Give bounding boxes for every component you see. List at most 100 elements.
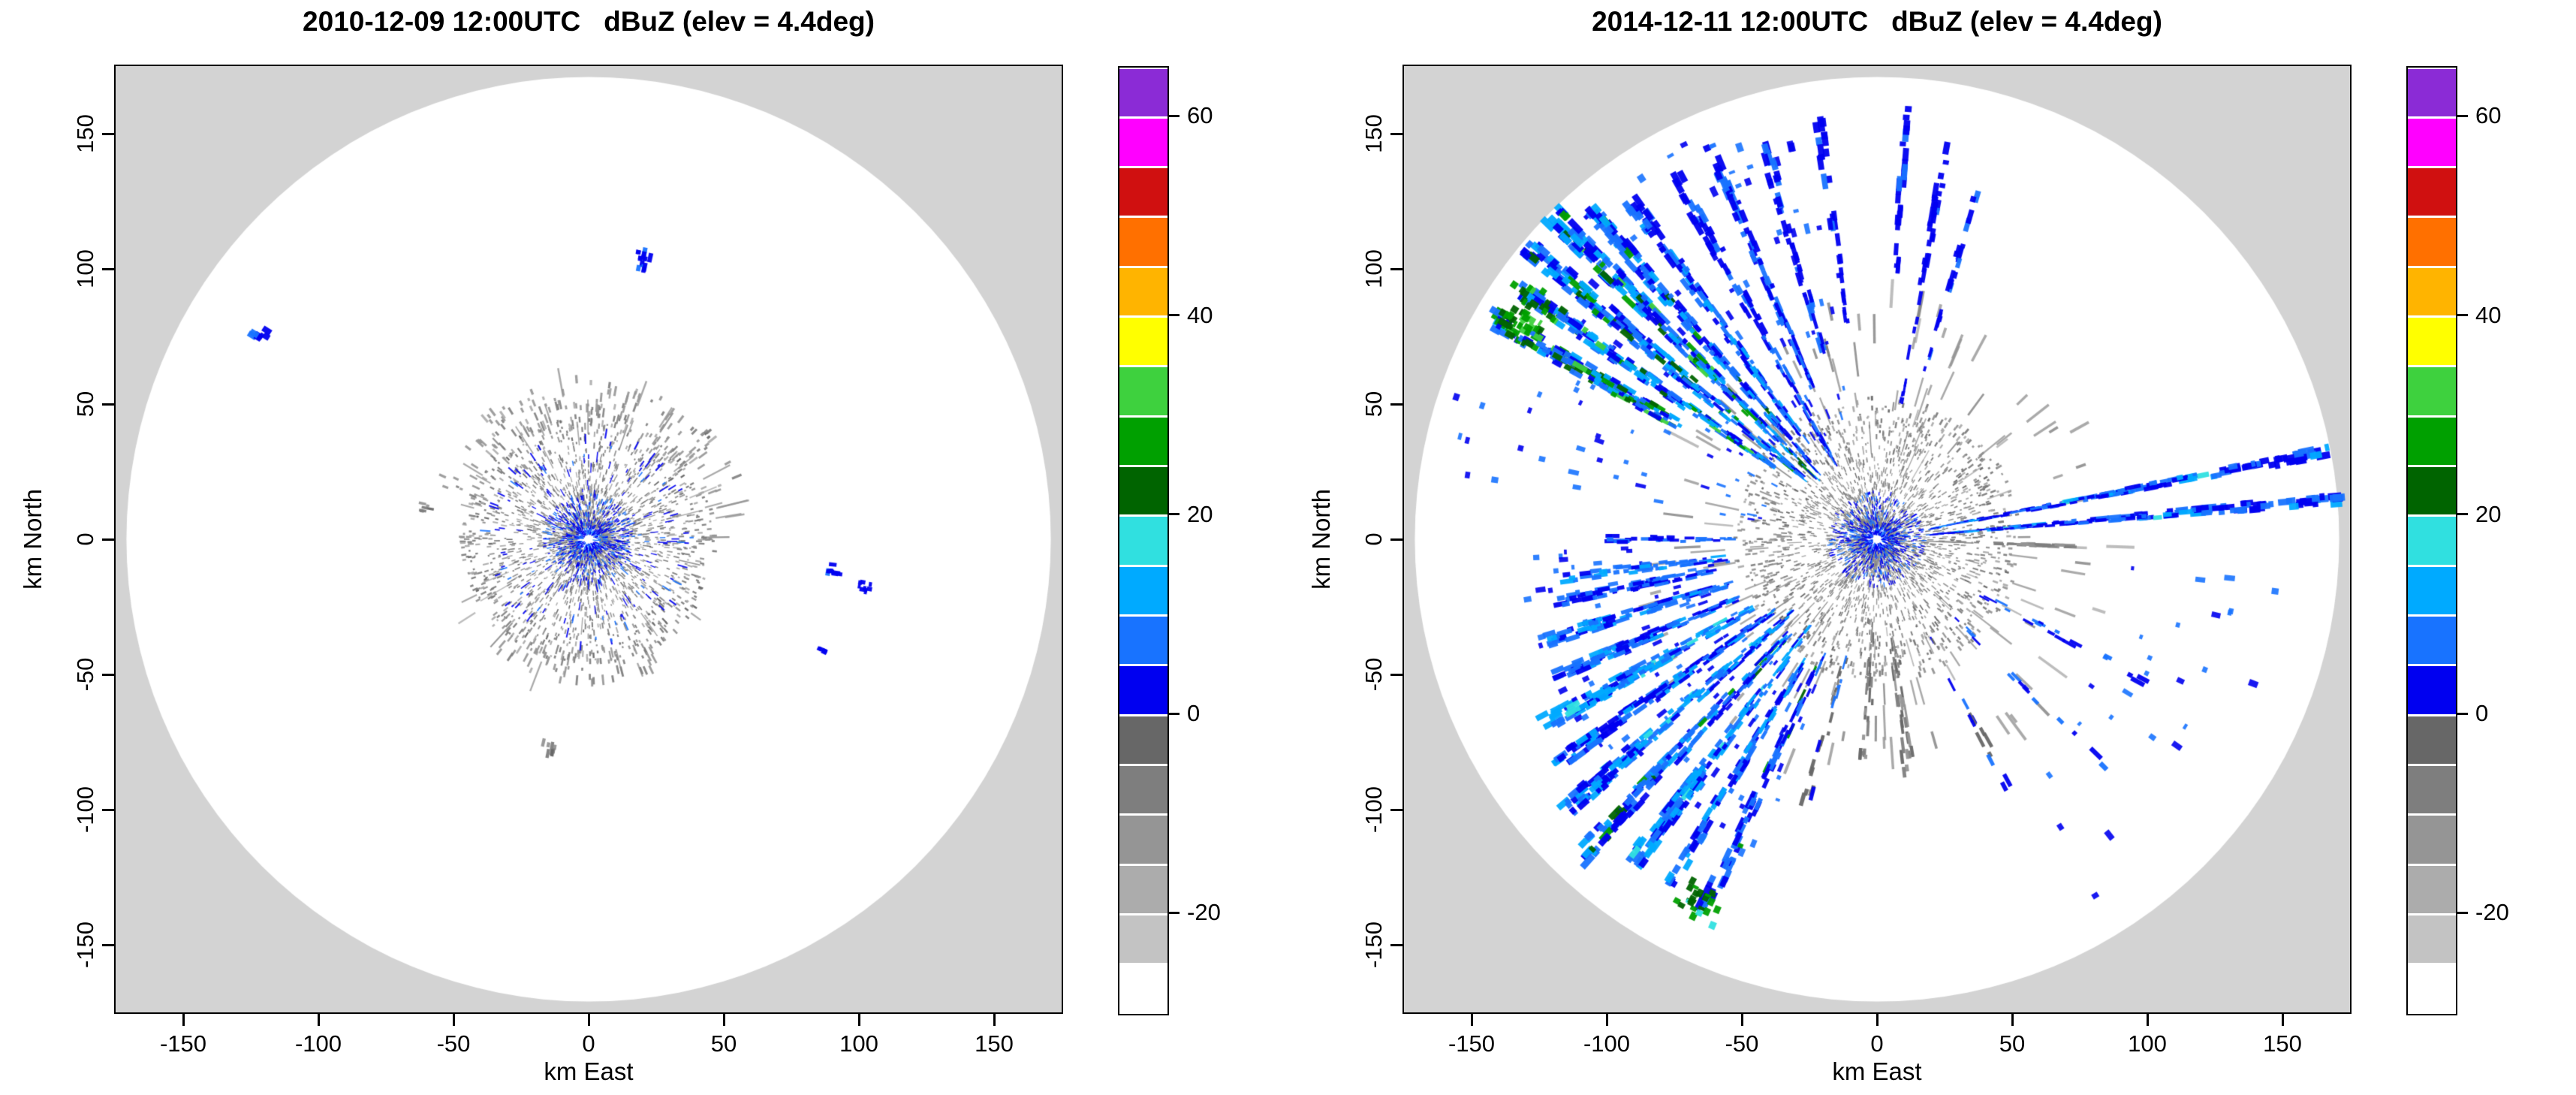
panel-title: 2010-12-09 12:00UTC dBuZ (elev = 4.4deg) [303, 6, 875, 37]
colorbar-segment [1119, 168, 1167, 216]
x-tick [317, 1014, 320, 1026]
colorbar-segment [1119, 765, 1167, 814]
x-tick [857, 1014, 860, 1026]
x-tick-label: -50 [1725, 1030, 1759, 1057]
y-tick [102, 943, 114, 946]
colorbar-tick [2457, 911, 2468, 914]
colorbar-segment [1119, 267, 1167, 316]
colorbar-segment [2408, 267, 2456, 316]
x-tick-label: 150 [975, 1030, 1014, 1057]
x-tick-label: 0 [582, 1030, 595, 1057]
y-tick-label: -150 [72, 921, 98, 969]
colorbar-tick-label: -20 [2475, 899, 2509, 926]
colorbar-segment [1119, 218, 1167, 266]
colorbar-tick [2457, 114, 2468, 117]
x-tick-label: -100 [1583, 1030, 1631, 1057]
colorbar-segment [2408, 68, 2456, 116]
x-tick-label: 0 [1870, 1030, 1884, 1057]
x-tick [587, 1014, 590, 1026]
x-tick [722, 1014, 725, 1026]
colorbar-tick-label: -20 [1187, 899, 1221, 926]
y-tick [1390, 267, 1402, 270]
colorbar-segment [1119, 68, 1167, 116]
y-tick-label: 150 [72, 114, 98, 153]
colorbar-segment [2408, 915, 2456, 964]
colorbar-segment [2408, 566, 2456, 614]
colorbar-tick [2457, 712, 2468, 715]
x-tick [2281, 1014, 2284, 1026]
y-tick-label: -100 [1360, 786, 1387, 834]
x-tick [2011, 1014, 2014, 1026]
y-tick-label: 50 [1360, 391, 1387, 418]
x-tick-label: 50 [710, 1030, 737, 1057]
plot-area [1402, 65, 2352, 1014]
y-tick-label: -100 [72, 786, 98, 834]
y-tick-label: 100 [1360, 249, 1387, 288]
y-axis-label: km North [1307, 489, 1335, 590]
colorbar-segment [1119, 865, 1167, 913]
colorbar-tick-label: 60 [1187, 102, 1213, 129]
y-tick-label: -50 [1360, 657, 1387, 692]
x-tick-label: -150 [1448, 1030, 1496, 1057]
y-tick [1390, 943, 1402, 946]
radar-ppi-canvas [1404, 66, 2350, 1012]
x-tick [452, 1014, 455, 1026]
colorbar-segment [2408, 467, 2456, 515]
colorbar-tick [1169, 114, 1180, 117]
y-tick [102, 403, 114, 406]
colorbar-segment [2408, 965, 2456, 1013]
colorbar-segment [2408, 168, 2456, 216]
y-tick-label: 50 [72, 391, 98, 418]
x-tick [1605, 1014, 1608, 1026]
colorbar-segment [2408, 417, 2456, 466]
x-tick-label: -100 [294, 1030, 342, 1057]
x-tick-label: 100 [2128, 1030, 2167, 1057]
x-tick-label: 50 [1999, 1030, 2026, 1057]
colorbar-segment [1119, 318, 1167, 366]
colorbar-segment [1119, 417, 1167, 466]
x-tick [1876, 1014, 1879, 1026]
x-tick-label: -150 [159, 1030, 207, 1057]
plot-area [114, 65, 1063, 1014]
colorbar [1118, 66, 1169, 1015]
colorbar-tick-label: 0 [1187, 700, 1201, 727]
y-tick [1390, 808, 1402, 811]
colorbar-segment [1119, 616, 1167, 665]
colorbar-segment [1119, 467, 1167, 515]
y-tick [1390, 538, 1402, 541]
y-tick-label: 100 [72, 249, 98, 288]
colorbar-segment [2408, 218, 2456, 266]
colorbar-segment [1119, 716, 1167, 764]
colorbar-tick [1169, 712, 1180, 715]
radar-panel-right: 2014-12-11 12:00UTC dBuZ (elev = 4.4deg)… [1288, 0, 2576, 1095]
colorbar-tick-label: 0 [2475, 700, 2489, 727]
y-tick-label: 150 [1360, 114, 1387, 153]
colorbar-tick-label: 20 [2475, 500, 2502, 527]
colorbar-segment [1119, 915, 1167, 964]
y-tick [102, 808, 114, 811]
y-tick-label: 0 [1360, 532, 1387, 546]
x-tick [182, 1014, 185, 1026]
colorbar-segment [1119, 816, 1167, 864]
y-tick-label: 0 [72, 532, 98, 546]
y-tick [102, 267, 114, 270]
y-tick [102, 132, 114, 135]
colorbar-segment [2408, 616, 2456, 665]
colorbar-segment [1119, 566, 1167, 614]
x-tick-label: -50 [436, 1030, 471, 1057]
colorbar-segment [1119, 367, 1167, 415]
colorbar-segment [1119, 118, 1167, 167]
colorbar-tick [2457, 513, 2468, 516]
colorbar-tick-label: 60 [2475, 102, 2502, 129]
y-tick-label: -50 [72, 657, 98, 692]
colorbar-tick [1169, 911, 1180, 914]
colorbar-tick-label: 40 [1187, 301, 1213, 328]
colorbar-segment [2408, 816, 2456, 864]
radar-ppi-canvas [116, 66, 1062, 1012]
x-tick [1740, 1014, 1743, 1026]
colorbar-segment [1119, 517, 1167, 565]
y-axis-label: km North [19, 489, 47, 590]
x-axis-label: km East [544, 1057, 634, 1085]
colorbar-segment [2408, 517, 2456, 565]
